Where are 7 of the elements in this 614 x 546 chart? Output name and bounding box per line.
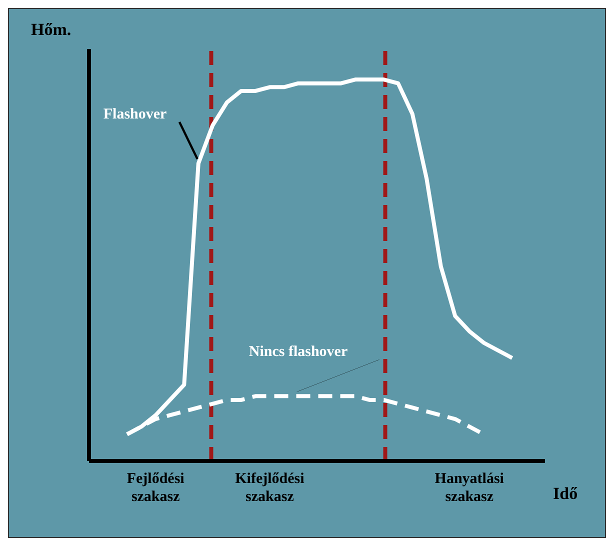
text: Flashover bbox=[103, 106, 168, 122]
x-tick-label: Kifejlődési szakasz bbox=[235, 471, 304, 505]
x-tick-label: Fejlődési szakasz bbox=[126, 471, 184, 505]
y-axis-title: Hőm. bbox=[31, 20, 72, 39]
text: Nincs flashover bbox=[248, 344, 348, 360]
x-axis-title: Idő bbox=[553, 484, 578, 503]
x-tick-label: Hanyatlási szakasz bbox=[434, 471, 504, 505]
